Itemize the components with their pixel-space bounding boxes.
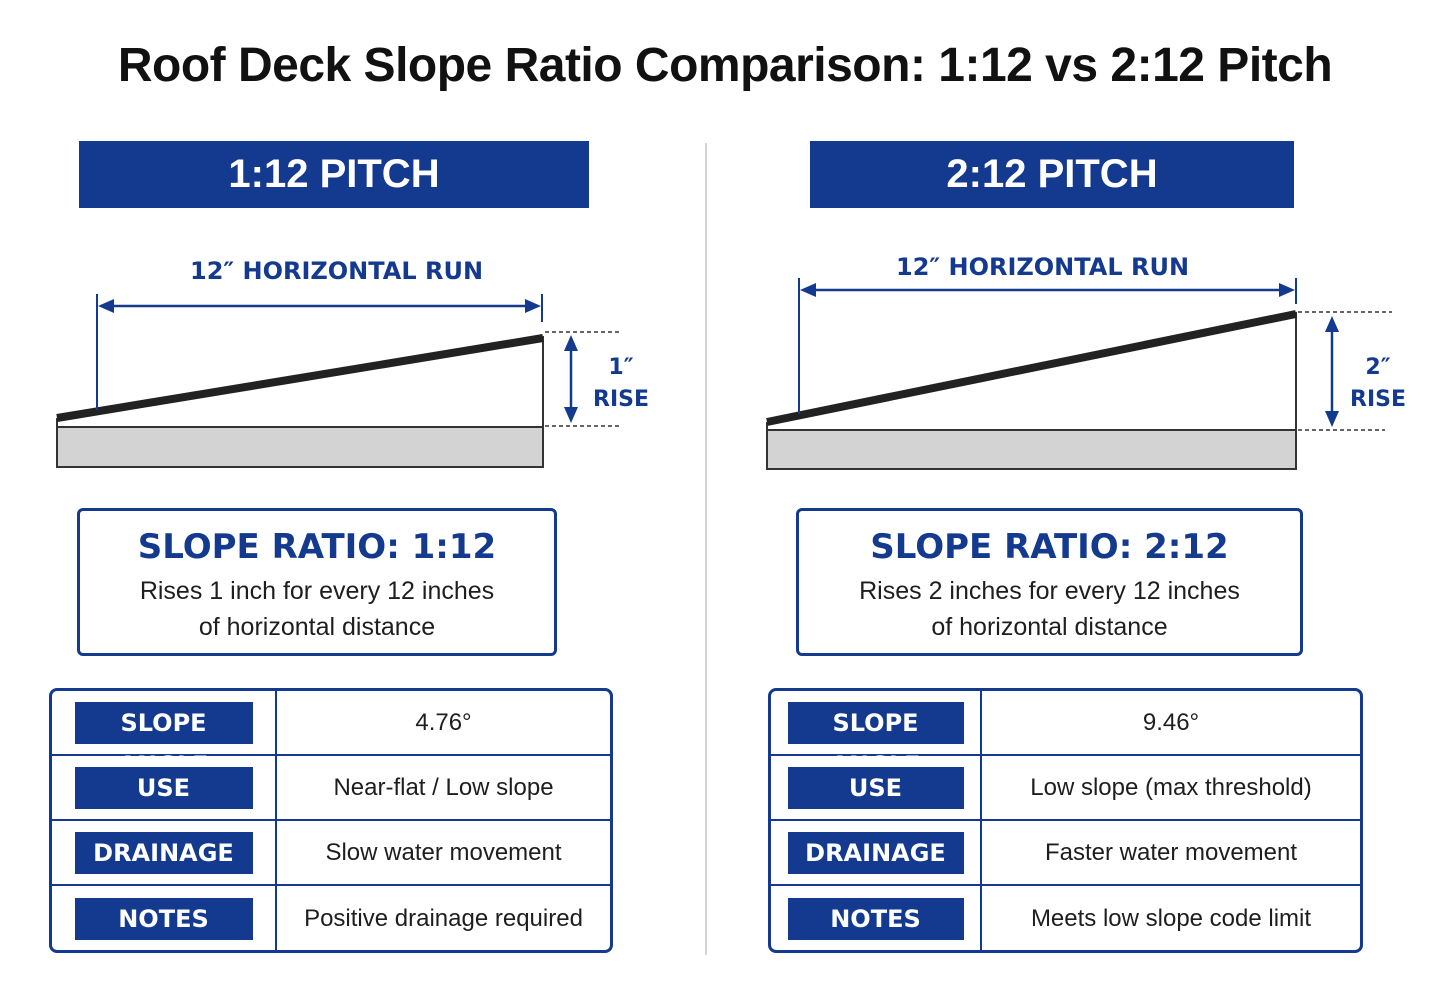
run-arrow-right	[1279, 283, 1295, 297]
slope-ratio-box: SLOPE RATIO: 1:12 Rises 1 inch for every…	[77, 508, 557, 656]
deck-surface-line	[766, 310, 1297, 426]
rise-label: 2″ RISE	[1346, 352, 1410, 416]
rise-arrow-bottom	[564, 407, 578, 423]
spec-value: Positive drainage required	[304, 904, 583, 932]
spec-value: Low slope (max threshold)	[1030, 773, 1312, 801]
table-row: DRAINAGE Faster water movement	[771, 821, 1360, 886]
table-row: DRAINAGE Slow water movement	[52, 821, 610, 886]
rise-arrow-bottom	[1325, 411, 1339, 427]
deck-base	[56, 426, 544, 468]
rise-label: 1″ RISE	[590, 352, 652, 416]
spec-table: SLOPE ANGLE 9.46° USE Low slope (max thr…	[768, 688, 1363, 953]
slope-ratio-description: Rises 2 inches for every 12 inches of ho…	[859, 577, 1240, 641]
table-row: SLOPE ANGLE 9.46°	[771, 691, 1360, 779]
spec-key-badge: USE	[787, 766, 964, 809]
spec-value: Meets low slope code limit	[1030, 904, 1312, 932]
rise-word: RISE	[1350, 387, 1406, 412]
pitch-banner: 1:12 PITCH	[79, 141, 589, 208]
slope-ratio-title: SLOPE RATIO: 1:12	[137, 527, 497, 567]
rise-word: RISE	[593, 387, 649, 412]
slope-ratio-box: SLOPE RATIO: 2:12 Rises 2 inches for eve…	[796, 508, 1303, 656]
spec-table: SLOPE ANGLE 4.76° USE Near-flat / Low sl…	[49, 688, 613, 953]
deck-base	[766, 429, 1297, 470]
spec-value: 9.46°	[1142, 708, 1200, 736]
spec-key-badge: NOTES	[74, 897, 253, 940]
rise-arrow-top	[1325, 316, 1339, 332]
run-arrow-right	[525, 299, 541, 313]
spec-value: 4.76°	[415, 708, 472, 736]
spec-key-badge: USE	[74, 766, 253, 809]
spec-key-badge: DRAINAGE	[74, 831, 253, 874]
table-row: USE Low slope (max threshold)	[771, 756, 1360, 821]
rise-value: 2″	[1365, 355, 1391, 380]
table-row: NOTES Positive drainage required	[52, 886, 610, 950]
spec-value: Near-flat / Low slope	[333, 773, 554, 801]
table-row: USE Near-flat / Low slope	[52, 756, 610, 821]
panel-divider	[705, 143, 707, 955]
spec-key-badge: NOTES	[787, 897, 964, 940]
spec-key-badge: SLOPE ANGLE	[787, 701, 964, 779]
slope-ratio-description: Rises 1 inch for every 12 inches of hori…	[139, 577, 495, 641]
run-label: 12″ HORIZONTAL RUN	[896, 253, 1190, 281]
run-arrow-left	[98, 299, 114, 313]
spec-value: Slow water movement	[325, 838, 562, 866]
page-title: Roof Deck Slope Ratio Comparison: 1:12 v…	[117, 39, 1333, 92]
spec-key-badge: DRAINAGE	[787, 831, 964, 874]
table-row: NOTES Meets low slope code limit	[771, 886, 1360, 950]
spec-value: Faster water movement	[1044, 838, 1298, 866]
run-label: 12″ HORIZONTAL RUN	[190, 257, 484, 285]
rise-value: 1″	[608, 355, 634, 380]
deck-surface-line	[56, 334, 544, 422]
pitch-banner: 2:12 PITCH	[810, 141, 1294, 208]
slope-ratio-title: SLOPE RATIO: 2:12	[870, 527, 1229, 567]
rise-arrow-top	[564, 335, 578, 351]
run-arrow-left	[800, 283, 816, 297]
